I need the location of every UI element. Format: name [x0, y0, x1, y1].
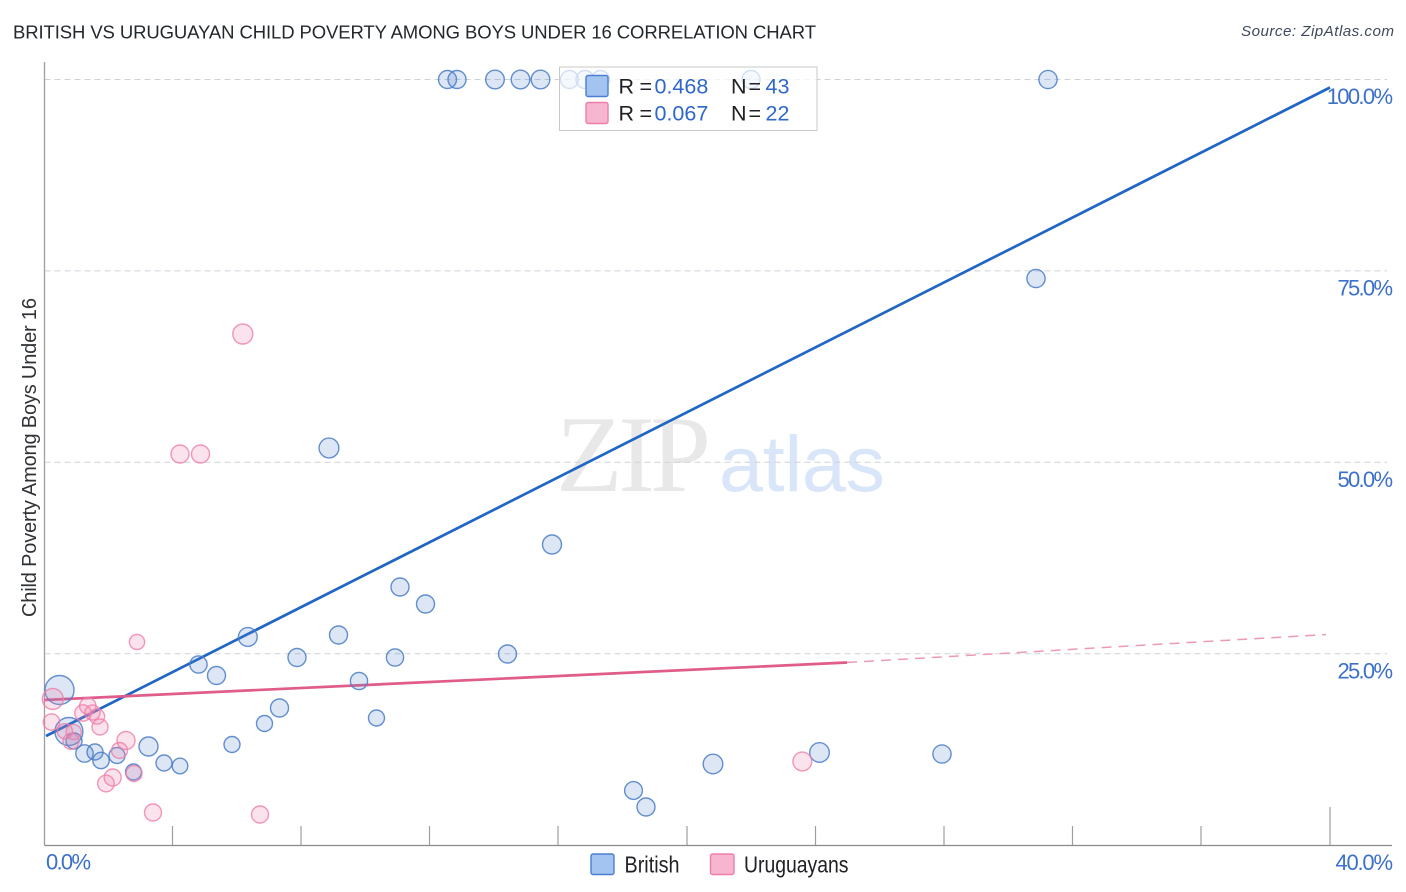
svg-text:22: 22 [766, 102, 790, 126]
svg-text:75.0%: 75.0% [1338, 276, 1394, 301]
svg-text:N: N [731, 75, 747, 99]
svg-text:50.0%: 50.0% [1338, 467, 1394, 492]
svg-text:=: = [749, 102, 762, 126]
svg-text:40.0%: 40.0% [1336, 850, 1394, 875]
svg-text:atlas: atlas [719, 419, 885, 508]
svg-text:Uruguayans: Uruguayans [744, 852, 849, 878]
svg-text:=: = [640, 75, 653, 99]
svg-text:=: = [640, 102, 653, 126]
svg-text:25.0%: 25.0% [1338, 658, 1394, 683]
svg-text:R: R [619, 75, 635, 99]
svg-text:BRITISH VS URUGUAYAN CHILD POV: BRITISH VS URUGUAYAN CHILD POVERTY AMONG… [13, 21, 816, 42]
svg-text:43: 43 [766, 75, 790, 99]
svg-text:100.0%: 100.0% [1327, 84, 1393, 109]
svg-text:0.468: 0.468 [655, 75, 709, 99]
svg-text:0.0%: 0.0% [46, 850, 91, 875]
svg-text:N: N [731, 102, 747, 126]
svg-text:R: R [619, 102, 635, 126]
svg-text:Source: ZipAtlas.com: Source: ZipAtlas.com [1241, 23, 1394, 40]
svg-text:=: = [749, 75, 762, 99]
svg-text:Child Poverty Among Boys Under: Child Poverty Among Boys Under 16 [19, 298, 41, 617]
svg-text:British: British [625, 852, 680, 878]
svg-text:0.067: 0.067 [655, 102, 709, 126]
